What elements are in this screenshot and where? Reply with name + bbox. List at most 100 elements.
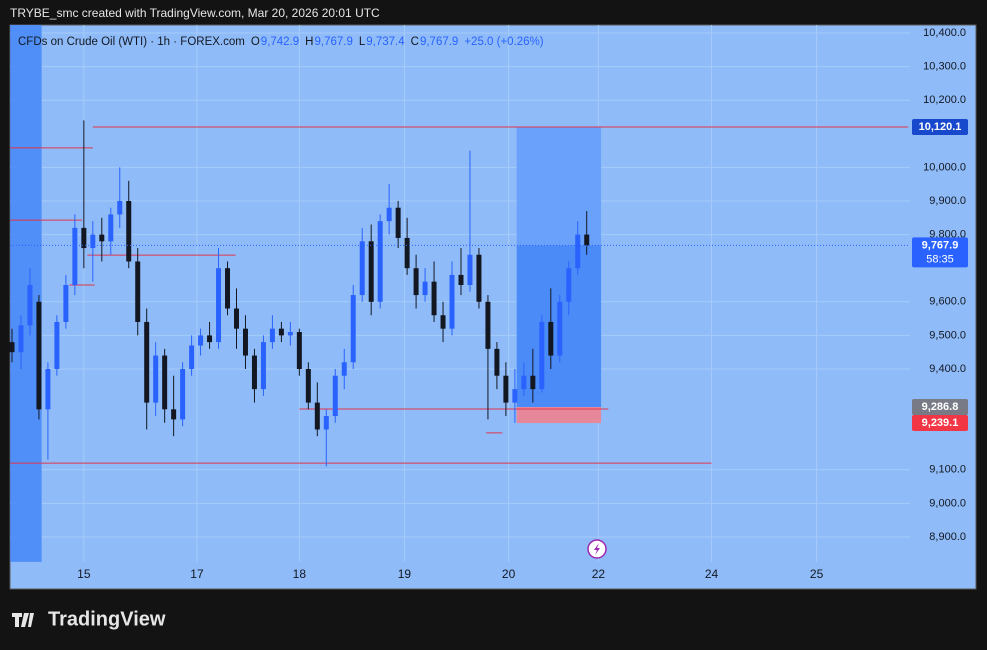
price-badge [912, 415, 968, 432]
candle-body [503, 375, 509, 403]
y-tick-label: 10,300.0 [923, 61, 966, 73]
candle-body [485, 301, 491, 349]
candle-body [521, 375, 527, 390]
candle-body [395, 207, 401, 238]
candle-body [171, 409, 177, 420]
footer-logo: TradingView [48, 608, 166, 630]
candle-body [54, 321, 60, 369]
candle-body [90, 234, 96, 249]
candle-body [144, 321, 150, 403]
ohlc-value: 9,767.9 [314, 36, 352, 48]
candle-body [36, 301, 42, 410]
candle-body [413, 268, 419, 296]
candle-body [368, 241, 374, 302]
candle-body [189, 345, 195, 369]
candle-body [117, 200, 123, 215]
price-badge-label: 9,286.8 [922, 401, 959, 413]
candle-body [278, 328, 284, 336]
ohlc-value: 9,742.9 [261, 36, 299, 48]
candle-body [233, 308, 239, 329]
shade-zone [10, 25, 42, 562]
candle-body [27, 284, 33, 326]
y-tick-label: 8,900.0 [929, 531, 966, 543]
change: +25.0 (+0.26%) [464, 36, 543, 48]
candle-body [99, 234, 105, 242]
candle-body [341, 362, 347, 376]
candle-body [72, 227, 78, 285]
candle-body [449, 274, 455, 329]
candle-body [305, 368, 311, 403]
logo [12, 613, 34, 627]
candle-body [225, 268, 231, 309]
candle-body [422, 281, 428, 296]
candle-body [557, 301, 563, 356]
chart-area [9, 24, 977, 590]
candle-body [314, 402, 320, 430]
candle-body [198, 335, 204, 346]
candle-body [153, 355, 159, 403]
candle-body [9, 342, 15, 353]
candle-body [323, 416, 329, 430]
ohlc-key: O [251, 36, 260, 48]
y-tick-label: 9,900.0 [929, 195, 966, 207]
y-tick-label: 10,400.0 [923, 27, 966, 39]
candle-body [539, 321, 545, 390]
candle-body [494, 348, 500, 376]
candle-body [458, 274, 464, 285]
y-tick-label: 10,200.0 [923, 94, 966, 106]
candle-body [108, 214, 114, 242]
x-tick-label: 17 [190, 567, 204, 581]
candle-body [63, 284, 69, 322]
y-tick-label: 10,000.0 [923, 161, 966, 173]
candle-body [18, 325, 24, 353]
candle-body [216, 268, 222, 343]
price-badge-label: 9,767.9 [922, 239, 959, 251]
candle-body [242, 328, 248, 356]
ohlc-value: 9,737.4 [366, 36, 405, 48]
price-badge [912, 237, 968, 268]
y-tick-label: 9,500.0 [929, 329, 966, 341]
stop-zone [516, 407, 602, 424]
y-tick-label: 9,100.0 [929, 464, 966, 476]
candle-body [386, 207, 392, 222]
ohlc-key: C [411, 36, 419, 48]
candle-body [81, 227, 87, 249]
candle-body [575, 234, 581, 269]
candle-body [287, 332, 293, 336]
candle-body [512, 389, 518, 403]
candle-body [566, 268, 572, 302]
candle-body [476, 254, 482, 302]
candle-body [359, 241, 365, 296]
x-tick-label: 22 [592, 567, 606, 581]
candle-body [207, 335, 213, 343]
price-badge-label: 9,239.1 [922, 417, 959, 429]
flash-icon [587, 539, 607, 559]
candle-body [296, 332, 302, 369]
x-tick-label: 19 [398, 567, 412, 581]
x-tick-label: 18 [293, 567, 307, 581]
ohlc-key: H [305, 36, 313, 48]
x-tick-label: 15 [77, 567, 91, 581]
price-badge-label: 10,120.1 [919, 121, 962, 133]
target-zone [516, 127, 602, 246]
header: TRYBE_smc created with TradingView.com, … [10, 6, 380, 20]
candle-body [440, 315, 446, 329]
ohlc-value: 9,767.9 [420, 36, 458, 48]
chart-title: CFDs on Crude Oil (WTI) · 1h · FOREX.com [18, 36, 245, 48]
candle-body [584, 234, 590, 246]
price-badge [912, 119, 968, 136]
candle-body [135, 261, 141, 322]
ohlc-key: L [359, 36, 366, 48]
countdown: 58:35 [926, 253, 954, 265]
candle-body [350, 295, 356, 363]
x-tick-label: 20 [502, 567, 516, 581]
x-tick-label: 25 [810, 567, 824, 581]
candle-body [404, 237, 410, 269]
candle-body [548, 321, 554, 356]
candle-body [162, 355, 168, 410]
candle-body [251, 355, 257, 390]
y-tick-label: 9,400.0 [929, 363, 966, 375]
candle-body [431, 281, 437, 316]
candle-body [377, 221, 383, 302]
